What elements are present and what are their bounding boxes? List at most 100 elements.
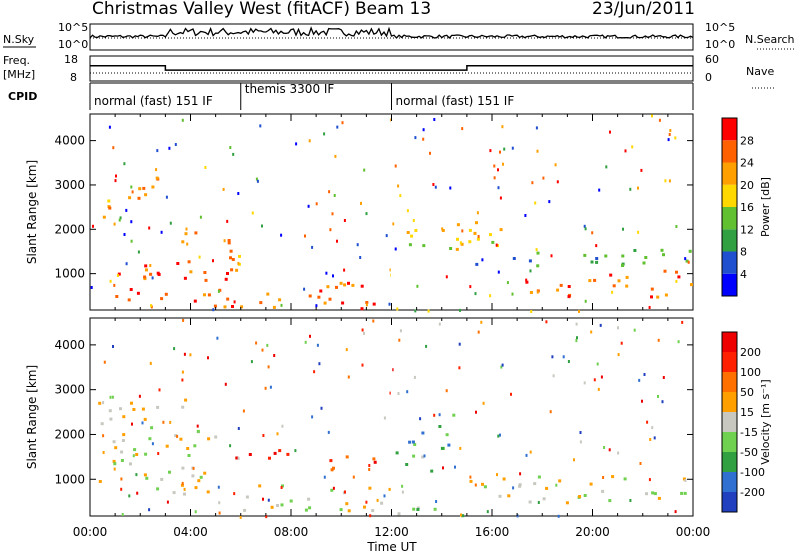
- data-cell: [369, 514, 372, 518]
- data-cell: [429, 151, 431, 155]
- data-cell: [222, 187, 225, 191]
- data-cell: [268, 456, 271, 460]
- data-cell: [363, 168, 366, 172]
- data-cell: [148, 226, 151, 230]
- data-cell: [332, 486, 335, 490]
- data-cell: [179, 437, 183, 441]
- data-cell: [313, 370, 316, 374]
- data-cell: [637, 230, 640, 234]
- data-cell: [120, 487, 123, 491]
- data-cell: [617, 451, 620, 455]
- data-cell: [461, 514, 465, 518]
- time-axis-label: Time UT: [366, 540, 417, 554]
- data-cell: [112, 440, 116, 444]
- data-cell: [690, 283, 693, 287]
- data-cell: [343, 283, 347, 287]
- data-cell: [473, 231, 477, 235]
- data-cell: [684, 479, 687, 482]
- data-cell: [280, 303, 283, 307]
- data-cell: [688, 249, 692, 253]
- data-cell: [625, 284, 629, 288]
- data-cell: [120, 459, 124, 462]
- data-cell: [155, 176, 159, 180]
- date-title: 23/Jun/2011: [592, 0, 695, 19]
- frequency-label-line2: [MHz]: [3, 68, 35, 81]
- data-cell: [405, 463, 409, 466]
- data-cell: [433, 413, 436, 417]
- data-cell: [344, 490, 346, 494]
- cpid-mode-label: themis 3300 IF: [245, 82, 335, 96]
- data-cell: [145, 476, 149, 480]
- data-cell: [325, 271, 328, 275]
- data-cell: [232, 152, 235, 156]
- data-cell: [422, 244, 426, 248]
- data-cell: [144, 193, 148, 197]
- colorbar-tick-label: -200: [740, 486, 765, 499]
- data-cell: [675, 225, 678, 228]
- data-cell: [645, 492, 648, 496]
- data-cell: [280, 486, 283, 489]
- beam-title: Beam 13: [355, 0, 431, 19]
- data-cell: [336, 125, 339, 129]
- data-cell: [609, 273, 613, 277]
- data-cell: [151, 185, 155, 189]
- data-cell: [623, 477, 627, 481]
- data-cell: [259, 301, 263, 305]
- data-cell: [307, 497, 311, 501]
- data-cell: [149, 272, 153, 276]
- data-cell: [328, 297, 332, 301]
- data-cell: [303, 287, 306, 291]
- data-cell: [255, 341, 258, 345]
- data-cell: [144, 452, 148, 456]
- data-cell: [595, 260, 599, 264]
- colorbar-swatch: [722, 118, 737, 141]
- data-cell: [519, 472, 522, 476]
- data-cell: [187, 454, 191, 457]
- data-cell: [218, 501, 221, 505]
- data-cell: [243, 508, 247, 512]
- data-cell: [295, 142, 298, 146]
- data-cell: [113, 283, 116, 287]
- data-cell: [304, 340, 307, 344]
- y-axis-label: Slant Range [km]: [25, 365, 39, 469]
- data-cell: [458, 342, 461, 346]
- data-cell: [360, 307, 364, 311]
- data-cell: [237, 261, 240, 265]
- data-cell: [92, 224, 94, 228]
- data-cell: [441, 229, 445, 232]
- data-cell: [497, 168, 499, 172]
- data-cell: [458, 366, 461, 370]
- data-cell: [401, 484, 404, 488]
- colorbar-tick-label: 8: [740, 246, 747, 259]
- data-cell: [554, 163, 557, 167]
- data-cell: [501, 125, 504, 129]
- data-cell: [204, 166, 207, 169]
- data-cell: [261, 348, 264, 352]
- data-cell: [233, 300, 236, 304]
- data-cell: [602, 476, 605, 479]
- colorbar-swatch: [722, 184, 737, 207]
- data-cell: [109, 395, 112, 399]
- data-cell: [657, 395, 659, 398]
- data-cell: [531, 181, 534, 185]
- data-cell: [583, 224, 586, 228]
- frequency-label-line1: Freq.: [3, 54, 30, 67]
- data-cell: [475, 262, 479, 266]
- data-cell: [162, 420, 165, 424]
- colorbar-swatch: [722, 352, 737, 372]
- data-cell: [331, 212, 334, 216]
- data-cell: [192, 466, 195, 470]
- data-cell: [668, 179, 671, 183]
- data-cell: [214, 435, 218, 439]
- data-cell: [506, 281, 509, 285]
- data-cell: [477, 235, 480, 238]
- colorbar-tick-label: 24: [740, 157, 754, 170]
- data-cell: [603, 446, 606, 449]
- colorbar-swatch: [722, 432, 737, 452]
- data-cell: [255, 177, 258, 181]
- data-cell: [452, 413, 456, 417]
- data-cell: [518, 484, 522, 488]
- data-cell: [397, 184, 400, 188]
- data-cell: [166, 500, 169, 504]
- data-cell: [269, 385, 272, 389]
